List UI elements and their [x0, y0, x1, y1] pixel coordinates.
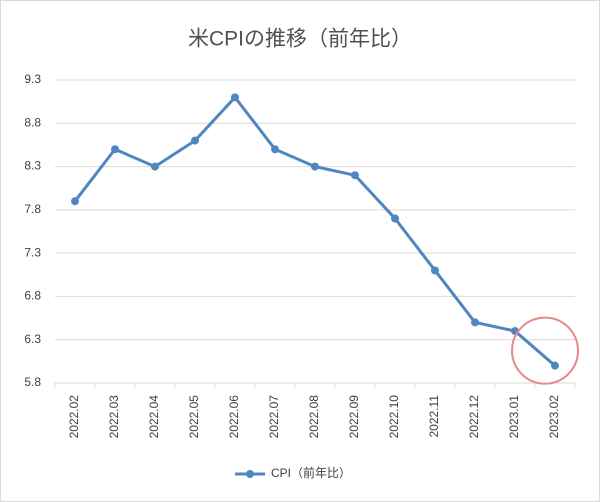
- legend-marker: [246, 470, 254, 478]
- data-point: [111, 145, 119, 154]
- x-tick-label: 2022.08: [307, 395, 321, 439]
- x-tick-label: 2022.09: [347, 395, 361, 439]
- data-point: [471, 318, 479, 327]
- legend-label: CPI（前年比）: [271, 465, 351, 480]
- data-point: [191, 136, 199, 145]
- x-tick-label: 2022.03: [107, 395, 121, 439]
- y-tick-label: 9.3: [24, 72, 41, 86]
- data-point: [271, 145, 279, 154]
- x-tick-label: 2022.07: [267, 395, 281, 439]
- y-tick-label: 8.3: [24, 159, 41, 173]
- y-tick-label: 7.8: [24, 202, 41, 216]
- x-tick-label: 2023.02: [547, 395, 561, 439]
- data-point: [231, 93, 239, 102]
- chart-title: 米CPIの推移（前年比）: [188, 28, 412, 51]
- x-tick-label: 2022.10: [387, 395, 401, 439]
- x-tick-label: 2022.04: [147, 395, 161, 439]
- x-tick-label: 2022.06: [227, 395, 241, 439]
- x-tick-label: 2022.11: [427, 395, 441, 438]
- x-tick-label: 2022.05: [187, 395, 201, 439]
- y-tick-label: 5.8: [24, 375, 41, 389]
- data-point: [551, 361, 559, 370]
- y-tick-label: 8.8: [24, 115, 41, 129]
- data-point: [311, 162, 319, 171]
- data-point: [71, 197, 79, 206]
- y-tick-label: 6.8: [24, 289, 41, 303]
- data-point: [431, 266, 439, 275]
- data-point: [151, 162, 159, 171]
- y-tick-label: 7.3: [24, 245, 41, 259]
- x-tick-label: 2022.02: [67, 395, 81, 439]
- data-point: [391, 214, 399, 223]
- y-tick-label: 6.3: [24, 332, 41, 346]
- highlight-circle: [511, 316, 579, 385]
- x-tick-label: 2023.01: [507, 395, 521, 439]
- data-point: [351, 171, 359, 180]
- x-tick-label: 2022.12: [467, 395, 481, 439]
